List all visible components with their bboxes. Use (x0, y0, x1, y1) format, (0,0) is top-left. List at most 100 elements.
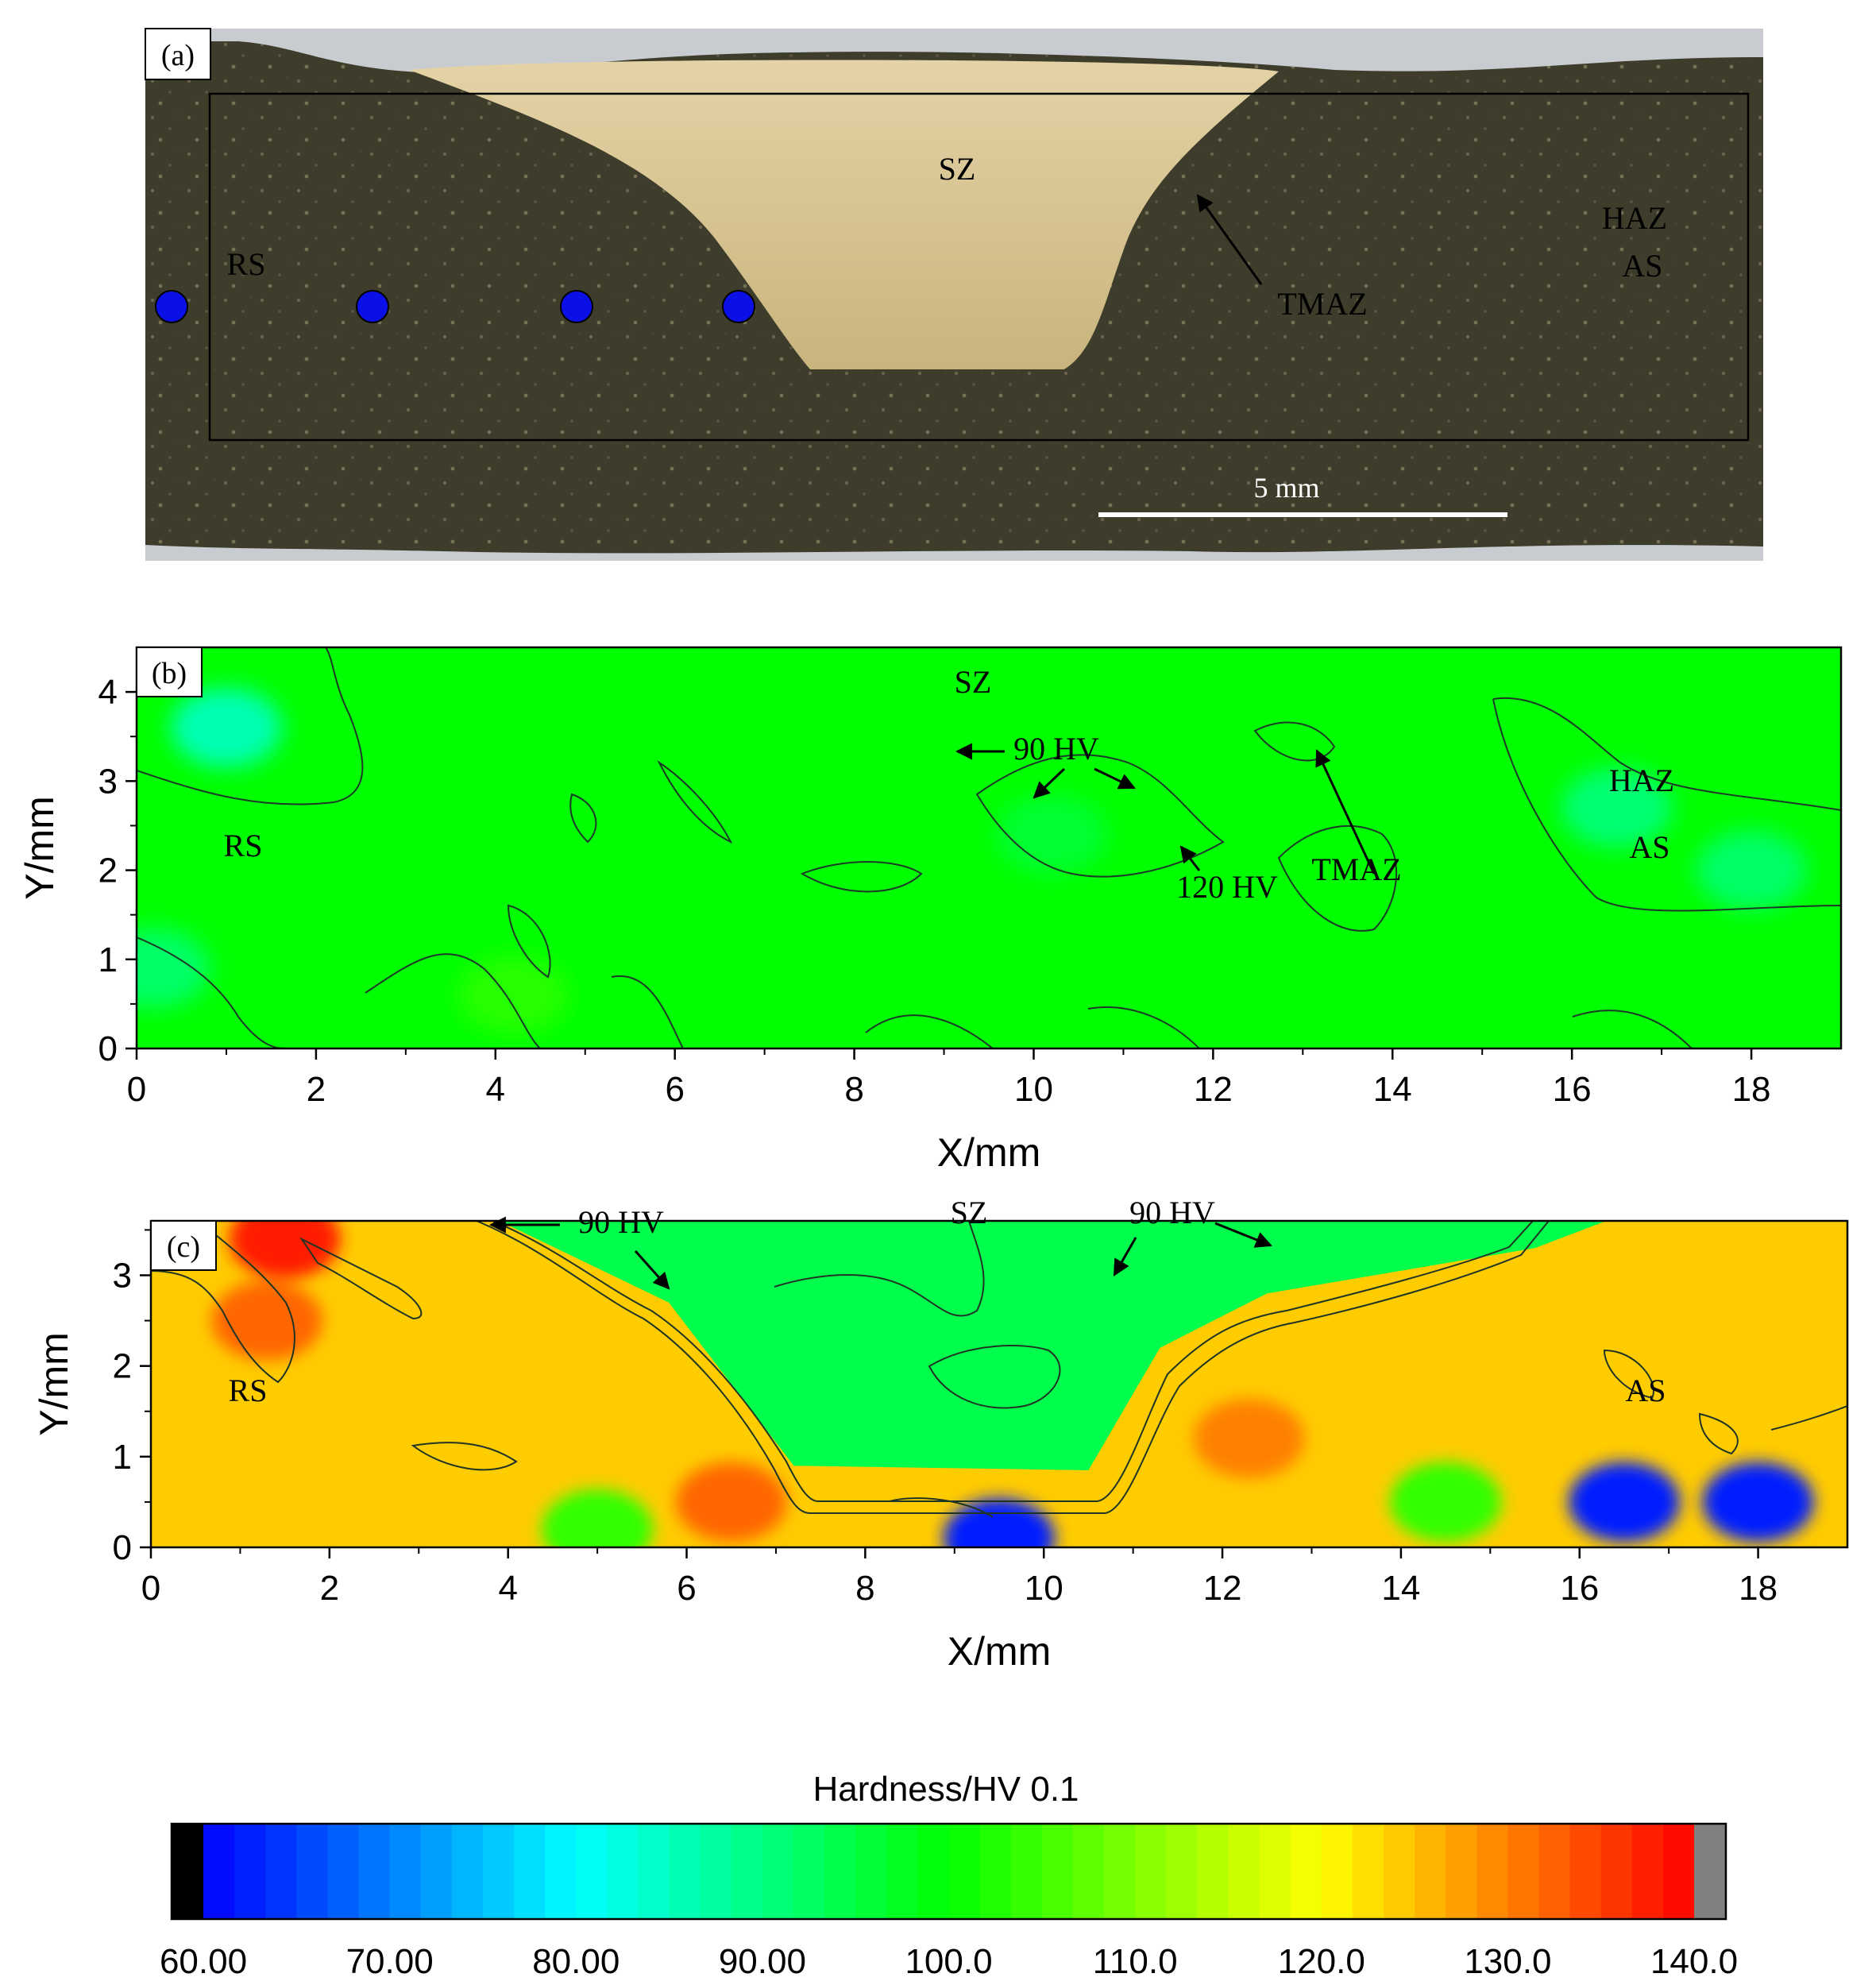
hardness-map-b: (b) SZ RS HAZ AS TMAZ 90 HV 120 HV 0 2 4 6 8… (17, 646, 1843, 1175)
annotation-arrow (1094, 767, 1136, 790)
isoline (569, 793, 597, 844)
colorbar-swatch (793, 1824, 825, 1919)
isoline (889, 1497, 994, 1518)
y-tick-label: 0 (113, 1528, 132, 1567)
isoline (774, 1221, 985, 1317)
label-90hv-right: 90 HV (1129, 1195, 1215, 1230)
colorbar-swatch (1446, 1824, 1477, 1919)
panel-c-tag: (c) (167, 1230, 200, 1264)
label-tmaz: TMAZ (1277, 286, 1367, 322)
colorbar-swatch (451, 1824, 484, 1919)
isoline (657, 760, 733, 844)
label-haz: HAZ (1602, 200, 1667, 236)
label-rs: RS (227, 246, 266, 282)
y-tick-label: 1 (98, 940, 118, 979)
colorbar-swatch (1662, 1824, 1695, 1919)
annotation-arrow (634, 1250, 670, 1290)
y-tick-label: 3 (98, 762, 118, 801)
colorbar-swatch (1415, 1824, 1446, 1919)
isoline (1572, 1010, 1693, 1048)
colorbar-swatch (482, 1824, 515, 1919)
x-tick-label: 14 (1381, 1569, 1420, 1608)
colorbar-swatch (1600, 1824, 1633, 1919)
colorbar-swatch (203, 1824, 235, 1919)
colorbar-swatch (1383, 1824, 1415, 1919)
panel-b-tag-box (136, 647, 203, 697)
stir-zone-region (409, 60, 1279, 369)
label-90hv: 90 HV (1013, 731, 1099, 767)
colorbar-swatch (731, 1824, 763, 1919)
label-rs: RS (224, 828, 263, 863)
hardness-blob (137, 929, 210, 1008)
hardness-blob (1193, 1399, 1305, 1478)
annotation-arrow (1033, 767, 1066, 799)
colorbar: Hardness/HV 0.1 60.00 70.00 80.00 90.00 100.… (160, 1770, 1738, 1981)
tmaz-arrow (1196, 194, 1263, 285)
colorbar-swatch (420, 1824, 453, 1919)
plot-frame-c (149, 1219, 1849, 1549)
colorbar-swatch (917, 1824, 950, 1919)
y-tick-label: 3 (113, 1257, 132, 1296)
label-120hv: 120 HV (1176, 869, 1278, 905)
colorbar-swatch (514, 1824, 546, 1919)
colorbar-swatch (1228, 1824, 1260, 1919)
label-as: AS (1622, 248, 1662, 284)
hardness-blob (229, 1221, 341, 1279)
colorbar-ticks: 60.00 70.00 80.00 90.00 100.0 110.0 120.0 130.0… (160, 1942, 1738, 1981)
label-rs: RS (229, 1373, 268, 1408)
isoline (928, 1345, 1061, 1409)
colorbar-swatch (576, 1824, 608, 1919)
colorbar-swatch (1041, 1824, 1074, 1919)
isoline (1603, 1349, 1654, 1400)
x-tick-label: 8 (844, 1070, 863, 1109)
x-tick-label: 18 (1739, 1569, 1778, 1608)
marker-dot (356, 290, 389, 323)
colorbar-swatch (1569, 1824, 1602, 1919)
label-sz: SZ (951, 1195, 988, 1230)
colorbar-swatch (1197, 1824, 1229, 1919)
colorbar-swatch (1321, 1824, 1353, 1919)
stir-zone-basin (499, 1221, 1607, 1470)
colorbar-tick-label: 60.00 (160, 1942, 247, 1981)
y-tick-label: 4 (98, 673, 118, 712)
colorbar-swatch (855, 1824, 887, 1919)
marker-dot (560, 290, 593, 323)
label-as: AS (1629, 829, 1669, 865)
colorbar-swatch (824, 1824, 856, 1919)
hardness-blob (1568, 1462, 1680, 1542)
label-sz: SZ (939, 151, 976, 187)
isoline (1087, 1006, 1200, 1048)
isoline (1492, 698, 1841, 912)
isoline (137, 647, 364, 805)
measurement-region-box (208, 92, 1750, 442)
x-axis-label: X/mm (937, 1130, 1041, 1175)
colorbar-tick-label: 80.00 (532, 1942, 620, 1981)
colorbar-tick-label: 110.0 (1093, 1942, 1178, 1981)
colorbar-swatch (948, 1824, 981, 1919)
colorbar-swatch (638, 1824, 670, 1919)
isoline (800, 861, 923, 893)
isoline (1253, 721, 1336, 762)
colorbar-swatch (358, 1824, 391, 1919)
colorbar-swatch (1507, 1824, 1540, 1919)
isoline (151, 1221, 295, 1384)
colorbar-under-swatch (172, 1824, 203, 1919)
isoline (365, 953, 541, 1048)
colorbar-tick-label: 130.0 (1464, 1942, 1551, 1981)
hardness-blob (1561, 768, 1673, 848)
x-axis-label: X/mm (948, 1629, 1052, 1674)
colorbar-swatch (1135, 1824, 1167, 1919)
colorbar-tick-label: 120.0 (1278, 1942, 1365, 1981)
colorbar-swatch (762, 1824, 794, 1919)
colorbar-swatch (234, 1824, 266, 1919)
colorbar-swatch (1631, 1824, 1664, 1919)
colorbar-swatch (1010, 1824, 1043, 1919)
x-tick-label: 12 (1203, 1569, 1242, 1608)
colorbar-swatch (1104, 1824, 1136, 1919)
y-tick-label: 2 (113, 1347, 132, 1386)
x-tick-label: 10 (1014, 1070, 1053, 1109)
colorbar-swatch (1290, 1824, 1322, 1919)
colorbar-swatch (607, 1824, 639, 1919)
